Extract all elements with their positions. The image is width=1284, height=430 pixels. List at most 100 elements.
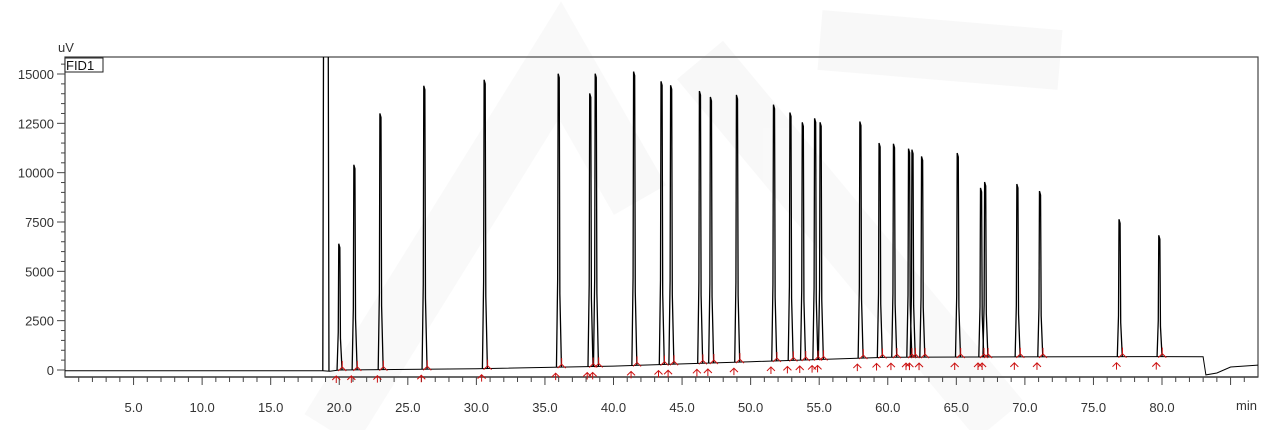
peak-marker xyxy=(977,362,987,370)
peak-marker xyxy=(858,349,868,360)
y-tick-label: 15000 xyxy=(18,67,54,82)
peak-marker xyxy=(795,365,805,373)
peak-marker xyxy=(416,374,426,383)
legend: FID1 xyxy=(64,57,104,73)
peak-marker xyxy=(892,348,902,359)
x-axis-ticks: 5.0 10.0 15.0 20.0 25.0 30.0 35.0 40.0 45.0 50.0 5… xyxy=(78,377,1245,415)
peak xyxy=(891,143,898,358)
peak-marker xyxy=(907,348,917,359)
peak-marker xyxy=(911,348,920,359)
x-tick-label: 45.0 xyxy=(669,400,694,415)
peak xyxy=(771,104,778,361)
peak-marker xyxy=(1038,347,1048,359)
x-tick-label: 15.0 xyxy=(258,400,283,415)
integration-marks xyxy=(331,347,1167,383)
peak-marker xyxy=(1151,361,1161,370)
peak xyxy=(812,118,819,360)
peak xyxy=(954,152,962,358)
peak xyxy=(857,121,864,359)
peak-marker xyxy=(819,350,828,361)
peak-marker xyxy=(783,365,792,374)
peak-marker xyxy=(557,358,567,369)
peak xyxy=(658,81,665,365)
peak-marker xyxy=(422,360,432,371)
solvent-peak xyxy=(322,56,330,372)
peak-marker xyxy=(709,353,719,365)
x-tick-label: 10.0 xyxy=(189,400,214,415)
peak-marker xyxy=(626,370,636,379)
peak-marker xyxy=(594,357,604,368)
peak xyxy=(351,164,358,370)
peak-marker xyxy=(379,360,388,371)
peak-marker xyxy=(352,360,362,372)
x-tick-label: 25.0 xyxy=(395,400,420,415)
peak-marker xyxy=(878,348,887,359)
peak xyxy=(787,112,794,361)
peak-marker xyxy=(346,375,356,383)
peak-marker xyxy=(551,372,561,381)
x-tick-label: 65.0 xyxy=(944,400,969,415)
peak-marker xyxy=(588,371,598,380)
peak xyxy=(799,122,807,361)
peak-marker xyxy=(956,348,966,359)
peak-marker xyxy=(331,375,341,383)
x-axis-label: min xyxy=(1236,398,1257,413)
baseline-trace xyxy=(65,356,1259,376)
peak xyxy=(1156,235,1163,357)
peak xyxy=(697,90,704,364)
peak-marker xyxy=(905,362,914,371)
x-tick-label: 75.0 xyxy=(1081,400,1106,415)
peak xyxy=(481,79,489,369)
peak-marker xyxy=(766,366,776,374)
y-axis-label: uV xyxy=(58,40,74,55)
peak-marker xyxy=(950,362,960,371)
x-tick-label: 35.0 xyxy=(532,400,557,415)
x-tick-label: 80.0 xyxy=(1149,400,1174,415)
peak-marker xyxy=(1118,347,1127,359)
peak xyxy=(817,122,825,360)
y-tick-label: 10000 xyxy=(18,166,54,181)
peak xyxy=(978,187,985,357)
peak-marker xyxy=(698,354,708,365)
peak xyxy=(1116,219,1123,357)
y-tick-label: 12500 xyxy=(18,116,54,131)
y-axis: 0 2500 5000 7500 10000 12500 15000 xyxy=(18,63,65,378)
peak-marker xyxy=(735,353,745,364)
x-tick-label: 5.0 xyxy=(125,400,143,415)
peak-marker xyxy=(632,356,642,367)
peak-marker xyxy=(1032,362,1042,370)
peak-marker xyxy=(983,347,993,359)
peak-marker xyxy=(813,364,822,373)
peak xyxy=(587,93,594,367)
peak-marker xyxy=(979,347,989,359)
peak xyxy=(592,73,600,367)
peak xyxy=(1014,183,1021,357)
legend-label: FID1 xyxy=(66,58,94,73)
peak-marker xyxy=(886,362,896,371)
y-tick-label: 7500 xyxy=(25,215,54,230)
peak-marker xyxy=(729,367,739,376)
peak-marker xyxy=(1015,347,1025,359)
peak-marker xyxy=(801,350,811,362)
peak xyxy=(876,142,883,358)
peak-marker xyxy=(660,355,669,366)
peak-marker xyxy=(807,364,817,373)
peak-marker xyxy=(654,369,663,378)
peak-marker xyxy=(483,359,492,371)
peak-marker xyxy=(872,362,881,371)
x-tick-label: 20.0 xyxy=(327,400,352,415)
peak-marker xyxy=(663,369,673,378)
peak-marker xyxy=(1009,362,1019,370)
peak xyxy=(668,85,675,365)
x-tick-label: 60.0 xyxy=(875,400,900,415)
peak xyxy=(1037,190,1044,357)
peak-marker xyxy=(692,368,702,377)
y-tick-label: 0 xyxy=(47,363,54,378)
peak-marker xyxy=(373,374,382,383)
peak-marker xyxy=(772,351,782,363)
peak-marker xyxy=(1157,347,1167,358)
y-tick-label: 2500 xyxy=(25,314,54,329)
peak-marker xyxy=(477,373,486,382)
peak xyxy=(909,149,916,358)
